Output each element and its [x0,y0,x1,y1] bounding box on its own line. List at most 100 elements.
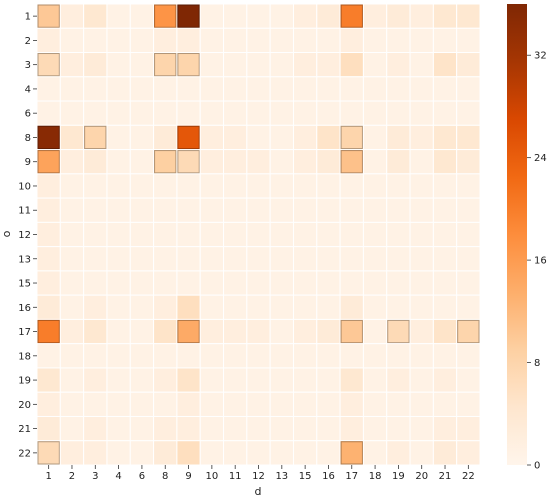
heatmap-cell [59,197,85,223]
heatmap-cell [316,100,341,126]
heatmap-cell [316,343,341,369]
heatmap-cell-border [154,150,177,174]
heatmap-cell [59,3,85,29]
heatmap-cell [59,294,85,320]
heatmap-cell [386,27,411,54]
x-tick-label: 8 [162,471,168,482]
heatmap-cell [386,343,411,369]
heatmap-cell [83,246,108,272]
heatmap-cell [36,367,61,393]
y-tick-label: 3 [25,60,31,71]
x-tick-label: 17 [345,471,358,482]
heatmap-cell [292,391,318,417]
heatmap-cell [269,221,294,248]
heatmap-cell [409,391,434,417]
heatmap-cell [339,124,364,151]
heatmap-cell [176,343,201,369]
x-tick-label: 20 [415,471,428,482]
heatmap-cell [106,415,131,442]
heatmap-cell [456,246,481,272]
heatmap-cell [339,221,364,248]
heatmap-cell [199,367,225,393]
heatmap-cell [176,440,201,466]
heatmap-cell [246,343,271,369]
heatmap-cell [36,294,61,320]
heatmap-cell [176,391,201,417]
heatmap-cell [386,294,411,320]
heatmap-cell [362,415,388,442]
heatmap-cell [316,3,341,29]
heatmap-cell [223,270,248,296]
heatmap-cell [36,270,61,296]
heatmap-cell [246,173,271,199]
heatmap-cell [83,440,108,466]
heatmap-cell [362,173,388,199]
heatmap-cell [59,124,85,151]
heatmap-cell [129,76,155,102]
x-tick-label: 21 [439,471,452,482]
heatmap-cell [83,149,108,175]
colorbar-ticks: 0 8 16 24 32 [527,51,547,472]
heatmap-cell [246,76,271,102]
heatmap-cell [339,27,364,54]
heatmap-cell [59,100,85,126]
heatmap-cell [386,52,411,78]
heatmap-cell [176,3,201,29]
heatmap-cell [246,3,271,29]
heatmap-cell [246,27,271,54]
heatmap-cell [223,76,248,102]
heatmap-cell [129,100,155,126]
heatmap-cell [129,391,155,417]
colorbar-tick-label: 0 [534,461,540,472]
heatmap-cell [456,415,481,442]
heatmap-cell [409,3,434,29]
heatmap-cell [106,318,131,345]
x-tick-label: 22 [462,471,475,482]
y-tick-label: 4 [25,84,31,95]
heatmap-cell [456,52,481,78]
heatmap-cell-border [177,53,200,77]
heatmap-cell [316,391,341,417]
heatmap-cell [153,270,178,296]
heatmap-cell [316,294,341,320]
heatmap-cell [153,246,178,272]
heatmap-cell [316,415,341,442]
heatmap-cell [153,294,178,320]
heatmap-cell [432,3,458,29]
heatmap-cell [199,415,225,442]
heatmap-cell [246,294,271,320]
heatmap-cell [36,318,61,345]
heatmap-cell [59,367,85,393]
heatmap-cell [59,270,85,296]
heatmap-cell [339,173,364,199]
heatmap-cell [409,197,434,223]
heatmap-cell [153,440,178,466]
heatmap-cell [269,3,294,29]
heatmap-cell [153,415,178,442]
heatmap-cell [456,343,481,369]
heatmap-cell [106,100,131,126]
x-tick-label: 15 [299,471,312,482]
heatmap-cell [83,173,108,199]
heatmap-cell [153,197,178,223]
heatmap-cell [223,294,248,320]
y-tick-label: 21 [18,424,31,435]
heatmap-cell [432,343,458,369]
heatmap-cell [129,27,155,54]
heatmap-cell [223,197,248,223]
heatmap-cell [129,318,155,345]
heatmap-cell-border [177,4,200,28]
heatmap-cell [246,124,271,151]
heatmap-cell [176,246,201,272]
heatmap-cell [456,221,481,248]
heatmap-cell [36,124,61,151]
heatmap-cell [83,52,108,78]
heatmap-cell [409,318,434,345]
y-tick-label: 20 [18,400,31,411]
heatmap-cell [432,27,458,54]
heatmap-cell [386,415,411,442]
heatmap-cell [36,76,61,102]
heatmap-cell [269,391,294,417]
heatmap-cell [153,173,178,199]
heatmap-cell [432,270,458,296]
